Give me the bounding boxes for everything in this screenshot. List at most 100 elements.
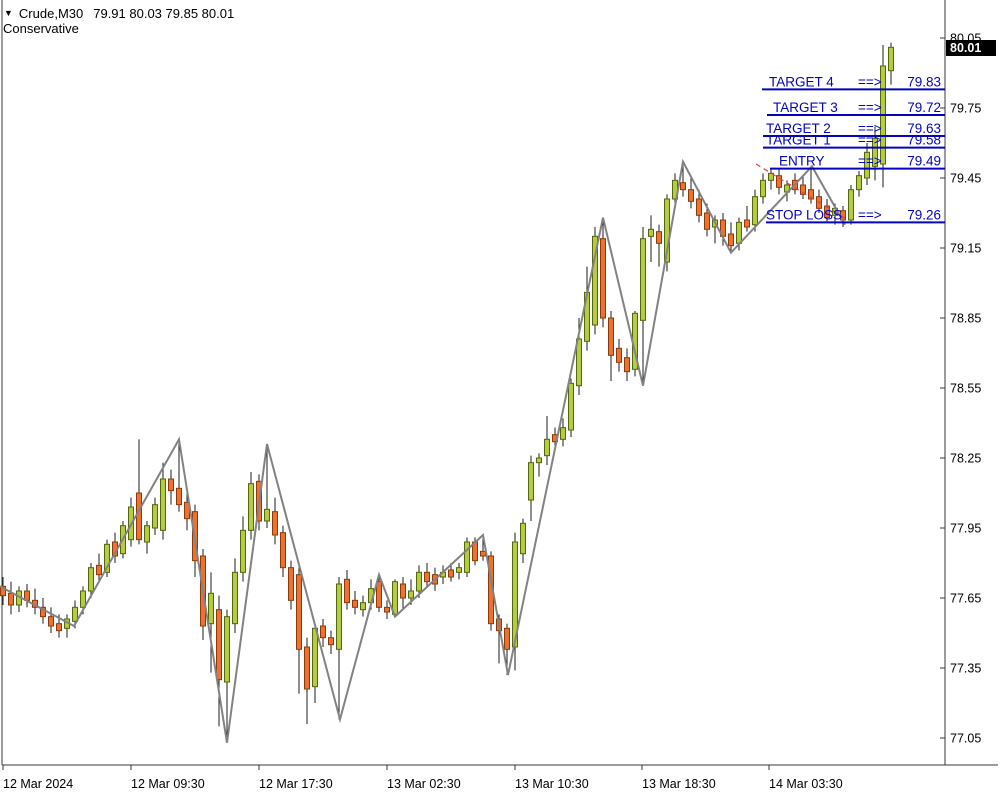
current-price-badge: 80.01 <box>946 40 996 56</box>
candle-body-up <box>464 541 470 573</box>
level-label-target-4: TARGET 4 <box>769 74 834 89</box>
candle-body-up <box>144 525 150 543</box>
candle-body-up <box>576 338 582 387</box>
candle-body-down <box>328 637 334 646</box>
candle-body-down <box>624 357 630 373</box>
candle-body-down <box>744 219 750 228</box>
x-axis-label: 13 Mar 02:30 <box>387 777 461 791</box>
candle-body-up <box>760 179 766 198</box>
level-price-entry: 79.49 <box>907 154 941 169</box>
candle-body-up <box>864 151 870 179</box>
y-axis-label: 77.05 <box>950 731 981 745</box>
candle-body-down <box>680 182 686 191</box>
candle-body-down <box>600 238 606 319</box>
level-price-target-3: 79.72 <box>907 100 941 115</box>
y-axis-label: 79.15 <box>950 241 981 255</box>
y-axis-label: 78.25 <box>950 451 981 465</box>
x-axis-label: 12 Mar 09:30 <box>131 777 205 791</box>
y-axis-label: 78.55 <box>950 381 981 395</box>
candle-body-up <box>664 198 670 263</box>
candle-body-down <box>400 583 406 599</box>
level-arrow-target-1: ==> <box>858 133 882 148</box>
candle-body-down <box>216 609 222 681</box>
candle-body-up <box>736 221 742 244</box>
candle-body-up <box>520 522 526 555</box>
level-label-target-3: TARGET 3 <box>773 100 838 115</box>
level-arrow-target-4: ==> <box>858 74 882 89</box>
candle-body-up <box>224 616 230 683</box>
candle-body-up <box>768 172 774 181</box>
x-axis-label: 14 Mar 03:30 <box>769 777 843 791</box>
candle-body-down <box>696 198 702 216</box>
level-arrow-stop-loss: ==> <box>858 207 882 222</box>
candle-body-down <box>800 184 806 195</box>
candle-body-down <box>96 564 102 576</box>
candle-body-up <box>856 175 862 191</box>
candle-body-up <box>88 567 94 592</box>
candle-body-down <box>808 189 814 200</box>
candle-body-up <box>80 590 86 608</box>
candle-body-up <box>872 137 878 167</box>
x-axis-label: 13 Mar 18:30 <box>642 777 716 791</box>
candle-body-up <box>232 571 238 625</box>
candle-body-up <box>848 189 854 221</box>
collapse-triangle-icon[interactable]: ▼ <box>4 8 13 18</box>
level-price-target-1: 79.58 <box>907 133 941 148</box>
level-label-entry: ENTRY <box>779 154 825 169</box>
y-axis-label: 79.75 <box>950 101 981 115</box>
candle-body-up <box>560 427 566 440</box>
candle-body-up <box>640 238 646 321</box>
candle-body-down <box>56 623 62 632</box>
candle-body-down <box>704 212 710 230</box>
candle-body-down <box>344 578 350 604</box>
candle-body-down <box>376 581 382 608</box>
candle-body-up <box>160 478 166 531</box>
candle-body-down <box>176 487 182 506</box>
level-price-target-4: 79.83 <box>907 74 941 89</box>
y-axis-label: 77.95 <box>950 521 981 535</box>
candle-body-up <box>360 602 366 611</box>
x-axis-label: 12 Mar 2024 <box>3 777 73 791</box>
candle-body-down <box>280 532 286 569</box>
candle-body-up <box>648 228 654 237</box>
level-label-target-1: TARGET 1 <box>766 133 831 148</box>
level-arrow-target-2: ==> <box>858 121 882 136</box>
candle-body-up <box>312 627 318 688</box>
candle-body-up <box>512 541 518 648</box>
candle-body-down <box>384 606 390 613</box>
candle-body-down <box>688 189 694 202</box>
candle-body-up <box>752 196 758 226</box>
candle-body-up <box>592 235 598 326</box>
x-axis-label: 13 Mar 10:30 <box>515 777 589 791</box>
candle-body-up <box>208 592 214 625</box>
symbol-period-label: Crude,M30 <box>18 6 84 21</box>
level-price-stop-loss: 79.26 <box>907 207 941 222</box>
candle-body-up <box>528 462 534 501</box>
level-arrow-target-3: ==> <box>858 100 882 115</box>
candle-body-down <box>608 317 614 356</box>
candle-body-down <box>0 585 6 597</box>
candle-body-up <box>536 457 542 464</box>
candle-body-down <box>424 571 430 583</box>
candle-body-up <box>240 529 246 573</box>
candle-body-down <box>288 567 294 601</box>
candle-body-up <box>248 483 254 531</box>
candle-body-down <box>296 574 302 650</box>
indicator-name-label: Conservative <box>3 21 79 36</box>
candle-body-up <box>104 543 110 573</box>
chart-header: ▼ Crude,M30 79.91 80.03 79.85 80.01 <box>4 6 234 21</box>
level-price-target-2: 79.63 <box>907 121 941 136</box>
candle-body-down <box>320 625 326 639</box>
y-axis-label: 78.85 <box>950 311 981 325</box>
candle-body-down <box>504 627 510 650</box>
candle-body-down <box>272 511 278 536</box>
level-arrow-entry: ==> <box>858 154 882 169</box>
candle-body-up <box>416 571 422 592</box>
candle-body-down <box>728 233 734 247</box>
y-axis-label: 77.65 <box>950 591 981 605</box>
candle-body-down <box>480 550 486 557</box>
x-axis-label: 12 Mar 17:30 <box>259 777 333 791</box>
level-label-target-2: TARGET 2 <box>766 121 831 136</box>
